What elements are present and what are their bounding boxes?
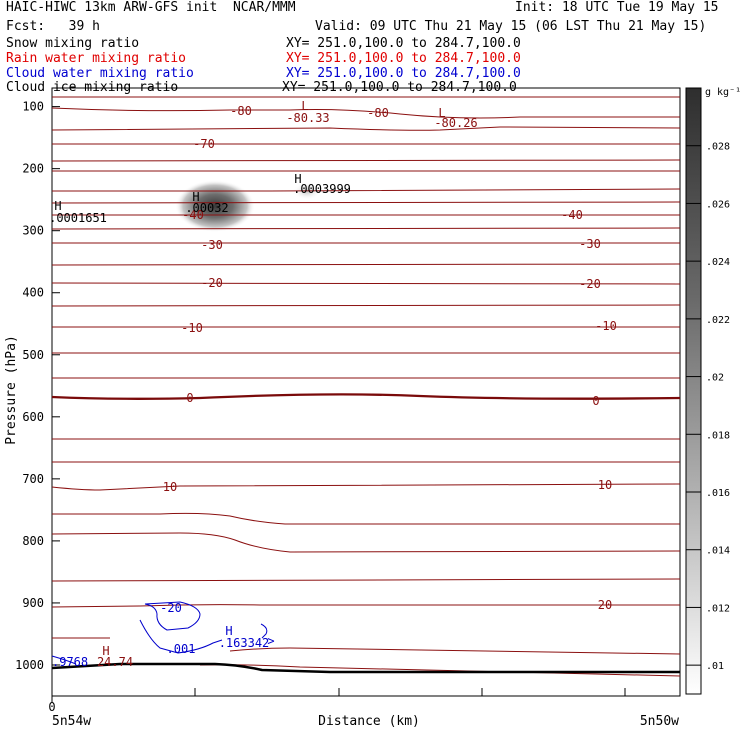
y-tick-label: 700	[22, 472, 44, 486]
colorbar-tick-label: .028	[706, 142, 730, 153]
cloud-water-min-label: .001	[167, 642, 196, 656]
contour-label-minus10-left: -10	[181, 321, 203, 335]
colorbar-unit: g kg⁻¹	[705, 87, 740, 98]
colorbar-tick-label: .01	[706, 661, 724, 672]
high-value-left: .0001651	[49, 211, 107, 225]
y-tick-label: 600	[22, 410, 44, 424]
field-name-snow: Snow mixing ratio	[6, 36, 140, 51]
zero-degree-contour	[51, 393, 681, 400]
header-init: Init: 18 UTC Tue 19 May 15	[515, 0, 719, 15]
high-marker-surface: H	[102, 644, 109, 658]
x-axis-left-location: 5n54w	[52, 714, 91, 729]
y-axis: 100 200 300 400 500 600 700 800 900 1000	[15, 100, 60, 672]
contour-label-20-right: 20	[598, 598, 612, 612]
x-axis-title: Distance (km)	[318, 714, 420, 729]
high-marker-snow: H	[294, 172, 301, 186]
colorbar-tick-label: .016	[706, 488, 730, 499]
x-axis-right-location: 5n50w	[640, 714, 679, 729]
y-tick-label: 400	[22, 286, 44, 300]
x-axis-start-tick: 0	[48, 700, 55, 714]
cloud-ice-maximum	[175, 180, 255, 232]
colorbar-tick-label: .026	[706, 199, 730, 210]
contour-label-minus80-right: -80	[367, 106, 389, 120]
contour-label-minus70: -70	[193, 137, 215, 151]
temperature-contours	[51, 96, 681, 677]
y-tick-label: 800	[22, 534, 44, 548]
contour-label-minus10-right: -10	[595, 319, 617, 333]
cloud-water-contour-label: -20	[160, 601, 182, 615]
high-value-ice: .00032	[185, 201, 228, 215]
colorbar-tick-label: .012	[706, 603, 730, 614]
contour-label-minus20-right: -20	[579, 277, 601, 291]
y-tick-label: 500	[22, 348, 44, 362]
truncated-left-value: .9768	[52, 655, 88, 669]
low-value-1: -80.33	[286, 111, 329, 125]
high-value-surface: 24.74	[97, 655, 133, 669]
contour-label-minus30-left: -30	[201, 238, 223, 252]
cloud-water-contours	[51, 601, 268, 665]
header-fcst: Fcst: 39 h	[6, 19, 100, 34]
colorbar-tick-label: .014	[706, 546, 730, 557]
high-value-snow: .0003999	[293, 182, 351, 196]
high-marker-left: H	[54, 199, 61, 213]
high-marker-ice: H	[192, 190, 199, 204]
field-xy-snow: XY= 251.0,100.0 to 284.7,100.0	[286, 36, 521, 51]
y-axis-title: Pressure (hPa)	[4, 335, 19, 445]
low-marker-1: L	[301, 99, 308, 113]
contour-label-zero-right: 0	[592, 394, 599, 408]
header-title: HAIC-HIWC 13km ARW-GFS init NCAR/MMM	[6, 0, 296, 15]
y-tick-label: 100	[22, 100, 44, 114]
contour-label-minus40-right: -40	[561, 208, 583, 222]
high-marker-cloud-water: H	[225, 624, 232, 638]
low-value-2: -80.26	[434, 116, 477, 130]
colorbar	[685, 87, 702, 695]
x-axis-ticks	[51, 688, 680, 703]
contour-label-minus30-right: -30	[579, 237, 601, 251]
contour-label-10-right: 10	[598, 478, 612, 492]
cloud-water-arrow: >	[267, 634, 274, 648]
colorbar-ticks: .028 .026 .024 .022 .02 .018 .016 .014 .012 .01	[686, 142, 730, 672]
header-valid: Valid: 09 UTC Thu 21 May 15 (06 LST Thu …	[315, 19, 707, 34]
y-tick-label: 1000	[15, 658, 44, 672]
low-marker-2: L	[438, 106, 445, 120]
field-xy-cloud-water: XY= 251.0,100.0 to 284.7,100.0	[286, 66, 521, 81]
high-value-cloud-water: .163342	[219, 636, 270, 650]
colorbar-tick-label: .024	[706, 257, 730, 268]
colorbar-tick-label: .02	[706, 373, 724, 384]
extrema-markers: L -80.33 L -80.26 H .0003999 H .00032 H …	[49, 99, 478, 669]
field-xy-rain: XY= 251.0,100.0 to 284.7,100.0	[286, 51, 521, 66]
field-name-cloud-water: Cloud water mixing ratio	[6, 66, 194, 81]
y-tick-label: 900	[22, 596, 44, 610]
temperature-contour-labels: -80 -80 -70 -40 -40 -30 -30 -20 -20 -10 …	[163, 104, 617, 612]
y-tick-label: 300	[22, 224, 44, 238]
field-name-rain: Rain water mixing ratio	[6, 51, 187, 66]
contour-label-zero-left: 0	[186, 391, 193, 405]
contour-label-10-left: 10	[163, 480, 177, 494]
contour-label-minus40-left: -40	[182, 208, 204, 222]
colorbar-tick-label: .018	[706, 430, 730, 441]
contour-label-minus80-left: -80	[230, 104, 252, 118]
colorbar-tick-label: .022	[706, 315, 730, 326]
terrain-line	[51, 662, 680, 674]
y-tick-label: 200	[22, 162, 44, 176]
contour-label-minus20-left: -20	[201, 276, 223, 290]
